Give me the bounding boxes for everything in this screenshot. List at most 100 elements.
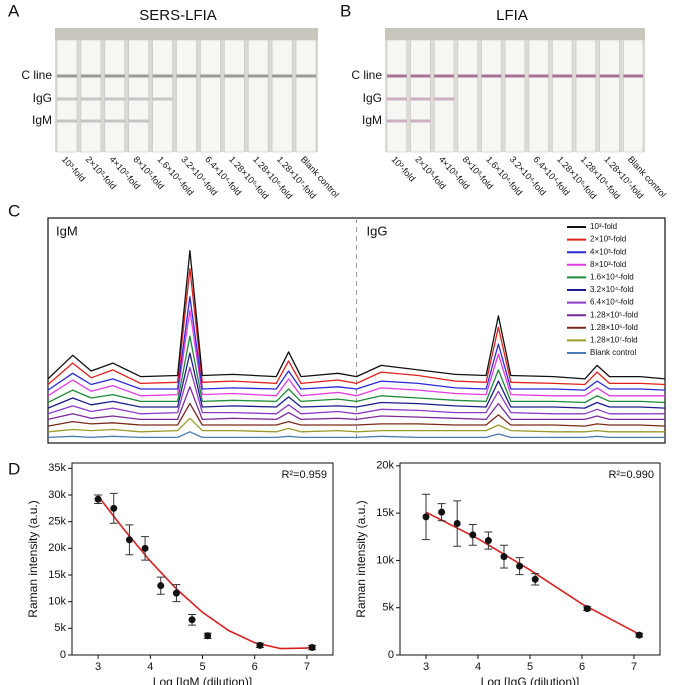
strip bbox=[128, 39, 149, 153]
strip bbox=[80, 39, 102, 153]
panel-label: D bbox=[8, 459, 20, 478]
spectrum-line bbox=[47, 296, 666, 391]
test-band bbox=[200, 74, 221, 78]
strip bbox=[271, 39, 293, 153]
test-band bbox=[57, 74, 77, 78]
legend-label: 1.6×10⁴-fold bbox=[590, 273, 634, 282]
spectrum-line bbox=[47, 352, 666, 409]
test-band bbox=[410, 119, 431, 123]
test-band bbox=[481, 74, 502, 78]
test-band bbox=[599, 74, 620, 78]
data-point bbox=[583, 605, 591, 613]
y-tick-label: 20k bbox=[376, 460, 394, 472]
annotation: IgM bbox=[56, 223, 78, 238]
strip bbox=[176, 39, 197, 153]
test-band bbox=[296, 74, 316, 78]
strip bbox=[575, 39, 597, 153]
x-tick-label: 5 bbox=[527, 661, 533, 673]
test-band bbox=[128, 119, 149, 123]
strip-title: SERS-LFIA bbox=[139, 7, 217, 24]
x-tick-label: 4 bbox=[147, 661, 153, 673]
test-band bbox=[104, 119, 125, 123]
data-point bbox=[110, 504, 118, 512]
y-axis-label: Raman intensity (a.u.) bbox=[26, 500, 40, 617]
test-band bbox=[410, 97, 431, 101]
test-band bbox=[387, 119, 407, 123]
y-tick-label: 15k bbox=[48, 569, 66, 581]
test-band bbox=[128, 97, 149, 101]
test-band bbox=[457, 74, 478, 78]
data-point bbox=[469, 531, 477, 539]
test-band bbox=[576, 74, 596, 78]
legend-label: 1.28×10⁷-fold bbox=[590, 336, 638, 345]
strip bbox=[224, 39, 245, 153]
strip bbox=[104, 39, 126, 153]
y-tick-label: 20k bbox=[48, 542, 66, 554]
strip bbox=[56, 39, 78, 153]
y-tick-label: 15k bbox=[376, 507, 394, 519]
spectrum-line bbox=[47, 386, 665, 421]
test-band bbox=[152, 97, 173, 101]
strip bbox=[481, 39, 502, 153]
y-tick-label: 25k bbox=[48, 516, 66, 528]
panel-label: B bbox=[340, 1, 351, 20]
test-band bbox=[248, 74, 269, 78]
annotation: R²=0.959 bbox=[281, 469, 327, 481]
strip bbox=[200, 39, 221, 153]
tape bbox=[385, 28, 645, 40]
row-label: IgM bbox=[32, 113, 52, 127]
strip bbox=[386, 39, 407, 153]
dilution-label: 10³-fold bbox=[390, 154, 418, 183]
data-point bbox=[635, 631, 643, 639]
test-band bbox=[104, 74, 125, 78]
data-point bbox=[172, 589, 180, 597]
strip-title: LFIA bbox=[496, 7, 528, 24]
test-band bbox=[434, 97, 454, 101]
test-band bbox=[623, 74, 643, 78]
legend-label: 2×10³-fold bbox=[590, 235, 626, 244]
fit-line bbox=[97, 495, 313, 650]
data-point bbox=[141, 544, 149, 552]
x-tick-label: 7 bbox=[304, 661, 310, 673]
test-band bbox=[528, 74, 549, 78]
legend-label: 4×10³-fold bbox=[590, 247, 626, 256]
strip bbox=[457, 39, 478, 153]
data-point bbox=[204, 632, 212, 640]
test-band bbox=[272, 74, 293, 78]
x-tick-label: 4 bbox=[475, 661, 481, 673]
plot-frame bbox=[399, 462, 661, 656]
test-band bbox=[176, 74, 197, 78]
strip bbox=[247, 39, 269, 153]
spectrum-line bbox=[47, 249, 666, 380]
spectrum-line bbox=[47, 402, 666, 427]
y-axis-label: Raman intensity (a.u.) bbox=[354, 500, 368, 617]
data-point bbox=[188, 616, 196, 624]
y-tick-label: 5k bbox=[54, 622, 66, 634]
dilution-label: 10³-fold bbox=[60, 154, 88, 183]
strip bbox=[599, 39, 620, 153]
row-label: IgG bbox=[33, 91, 52, 105]
strip bbox=[504, 39, 526, 153]
x-tick-label: 3 bbox=[95, 661, 101, 673]
legend-label: 1.28×10⁶-fold bbox=[590, 323, 638, 332]
test-band bbox=[57, 97, 77, 101]
data-point bbox=[531, 575, 539, 583]
test-band bbox=[224, 74, 245, 78]
x-tick-label: 5 bbox=[199, 661, 205, 673]
data-point bbox=[484, 537, 492, 545]
data-point bbox=[94, 495, 102, 503]
test-band bbox=[80, 74, 101, 78]
test-band bbox=[505, 74, 525, 78]
test-band bbox=[80, 97, 101, 101]
strip bbox=[152, 39, 173, 153]
data-point bbox=[438, 508, 446, 516]
strip bbox=[528, 39, 549, 153]
data-point bbox=[422, 513, 430, 521]
test-band bbox=[80, 119, 101, 123]
annotation: IgG bbox=[367, 223, 388, 238]
row-label: C line bbox=[351, 68, 382, 82]
strip bbox=[410, 39, 431, 153]
row-label: IgM bbox=[362, 113, 382, 127]
data-point bbox=[256, 641, 264, 649]
